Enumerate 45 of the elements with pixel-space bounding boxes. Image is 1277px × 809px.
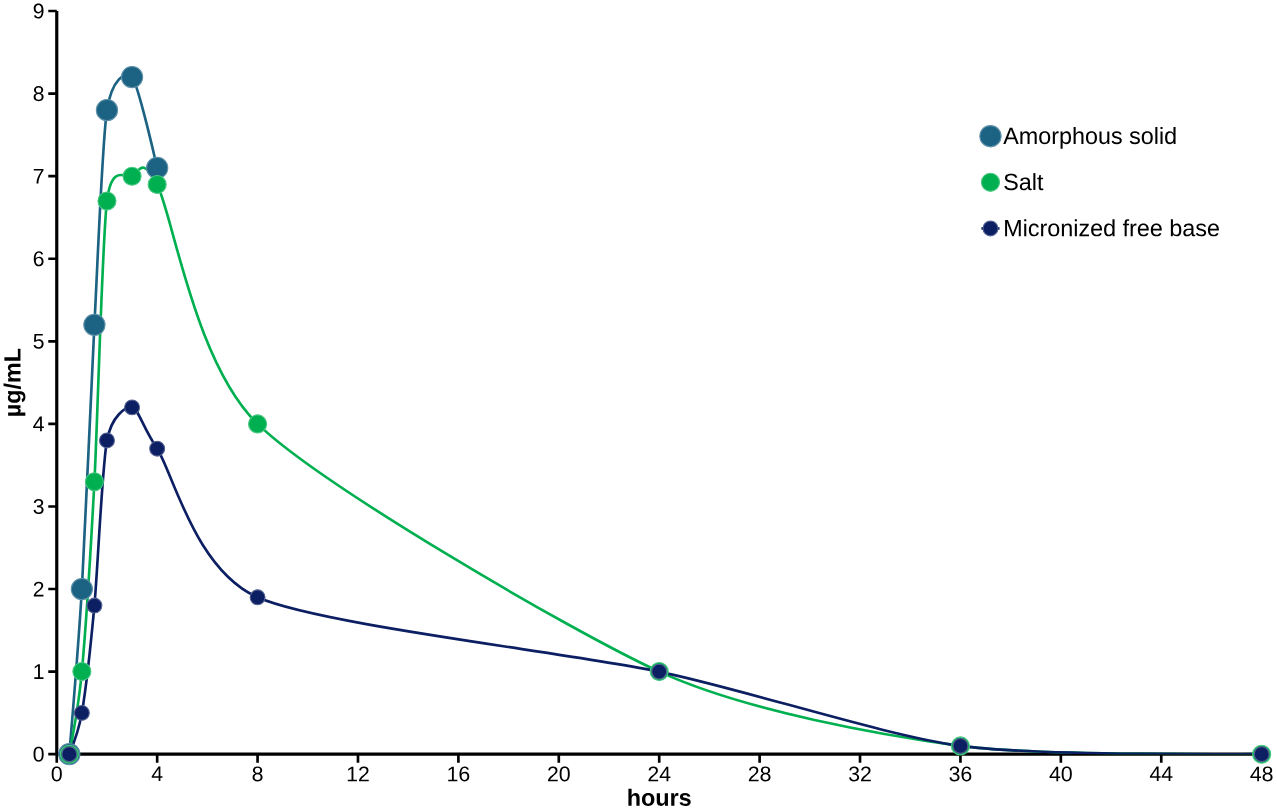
point [147,174,167,194]
point [97,191,117,211]
x-tick-label: 40 [1049,766,1072,782]
x-axis-title: hours [628,788,691,806]
point [70,577,94,600]
x-tick-label: 0 [51,766,62,782]
point [149,440,166,457]
point [72,661,92,681]
legend-label: Micronized free base [1005,218,1219,237]
point [122,166,142,186]
point [95,98,119,122]
point [99,432,115,449]
x-tick-label: 12 [347,766,369,782]
x-tick-label: 28 [748,766,771,782]
y-tick-label: 7 [33,168,44,184]
y-tick-label: 6 [33,251,44,267]
x-tick-label: 20 [548,766,570,782]
x-tick-label: 44 [1149,766,1173,781]
x-tick-label: 24 [648,766,671,782]
y-tick-label: 8 [33,85,44,101]
y-tick-label: 5 [33,333,44,349]
point [83,313,106,336]
x-tick-label: 16 [448,766,470,782]
x-tick-label: 36 [949,766,972,782]
x-tick-label: 48 [1250,766,1273,782]
y-tick-label: 2 [33,581,44,597]
point [120,65,144,89]
y-tick-label: 9 [33,3,44,19]
point [124,399,141,416]
y-tick-label: 4 [33,416,44,431]
legend-label: Salt [1004,172,1044,191]
y-tick-label: 0 [33,746,44,762]
point [86,597,103,614]
point [146,156,169,179]
y-tick-label: 3 [33,498,44,514]
point [248,414,268,434]
point [84,471,104,492]
x-tick-label: 8 [252,766,263,782]
point [73,704,90,721]
legend-label: Amorphous solid [1003,126,1176,149]
x-tick-label: 32 [849,766,871,782]
point [249,589,266,606]
x-tick-label: 4 [151,766,163,781]
y-tick-label: 1 [34,664,44,679]
y-axis-title: µg/mL [3,348,26,416]
